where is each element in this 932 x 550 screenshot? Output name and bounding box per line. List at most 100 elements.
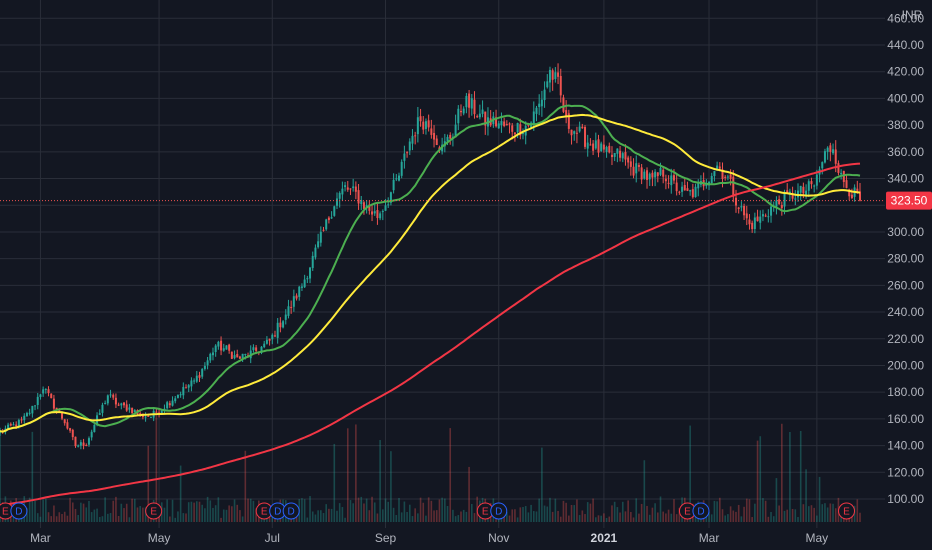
volume-bar [438,499,441,522]
event-marker-dividend[interactable]: D [282,502,300,520]
y-tick-label: 460.00 [887,11,924,25]
volume-bar [524,506,527,522]
candle-body [171,400,174,406]
candle-body [600,143,603,151]
y-tick-label: 240.00 [887,305,924,319]
event-marker-earnings[interactable]: E [255,502,273,520]
ma-line-20 [0,104,861,433]
candle-body [610,154,613,158]
candle-body [387,204,390,206]
volume-bar [430,500,433,522]
volume-bar [446,506,449,522]
volume-bar [605,517,608,522]
candle-body [147,415,150,417]
volume-bar [34,500,36,522]
volume-bar [832,503,834,522]
volume-bar [511,509,514,522]
time-axis[interactable]: Mar May Jul Sep Nov 2021 Mar May [30,531,828,545]
volume-bar [371,496,373,522]
volume-bar [309,496,311,522]
volume-bar [120,503,123,522]
candle-body [263,343,266,348]
candle-body [120,403,123,406]
candle-body [743,205,746,216]
volume-bar [182,513,185,522]
candle-body [621,153,624,159]
volume-bar [104,497,106,522]
volume-bar [813,507,815,522]
volume-bar [187,502,190,522]
volume-bar [28,497,31,522]
volume-bar [96,508,98,522]
candle-body [36,396,39,406]
candle-body [691,189,694,198]
volume-bar [756,440,759,522]
volume-bar [217,497,220,522]
candle-body [322,229,325,231]
volume-bar [125,503,128,522]
candle-body [174,398,177,402]
volume-bar [737,504,740,522]
candle-body [360,200,363,205]
volume-bar [546,506,549,522]
volume-bar [554,498,557,522]
candle-body [473,99,476,115]
volume-bar [171,499,174,522]
candle-body [532,111,535,124]
candle-body [87,438,90,445]
candle-body [265,339,268,344]
volume-bar [66,515,69,522]
event-marker-earnings[interactable]: E [145,502,163,520]
candle-body [705,184,708,186]
volume-bar [454,516,457,522]
volume-bar [379,440,381,522]
candle-body [476,116,479,118]
volume-bar [435,510,438,522]
volume-bar [63,511,66,522]
event-marker-earnings[interactable]: E [476,502,494,520]
volume-bar [85,507,88,522]
candle-body [543,89,546,101]
event-marker-earnings[interactable]: E [838,502,856,520]
candle-body [791,193,794,199]
volume-bar [349,500,352,522]
volume-bar [333,443,336,522]
candle-body [465,95,468,108]
candle-body [683,184,686,191]
candle-body [424,121,427,129]
volume-bar [268,517,271,522]
volume-bar [581,510,584,522]
candle-body [55,407,58,410]
volume-bar [101,516,104,522]
candle-body [845,180,848,188]
volume-bar [390,451,392,522]
volume-bar [408,504,411,522]
volume-bar [799,430,802,522]
event-marker-dividend[interactable]: D [692,502,710,520]
volume-bar [98,517,101,522]
volume-bar [727,514,729,522]
candle-body [74,436,77,447]
candle-body [535,107,538,114]
volume-bar [662,511,664,522]
volume-bar [373,502,376,522]
event-marker-dividend[interactable]: D [490,502,508,520]
candle-body [362,202,365,209]
candle-body [282,321,285,328]
candle-body [813,185,816,187]
volume-bar [721,509,724,522]
candle-body [734,197,737,206]
volume-bar [204,508,206,522]
candle-body [594,140,597,149]
volume-bar [651,507,654,522]
candle-body [850,194,853,199]
candle-body [586,142,589,149]
event-marker-dividend[interactable]: D [10,502,28,520]
candle-body [303,279,306,288]
candle-body [225,345,228,350]
candle-body [311,255,314,268]
candle-body [578,126,581,132]
candle-body [71,429,74,438]
